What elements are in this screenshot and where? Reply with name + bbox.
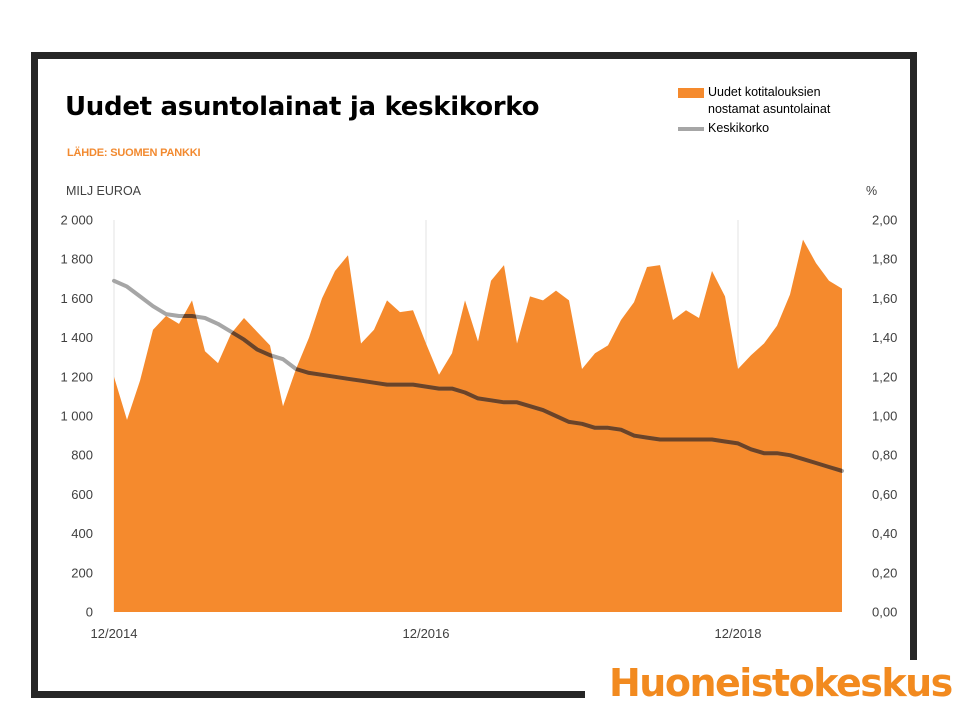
right-tick-label: 1,80 (872, 252, 897, 267)
right-tick-label: 0,80 (872, 448, 897, 463)
left-tick-label: 1 600 (60, 291, 93, 306)
chart-title: Uudet asuntolainat ja keskikorko (65, 92, 540, 122)
brand-logo: Huoneistokeskus (585, 660, 953, 720)
legend-label-rate: Keskikorko (708, 121, 770, 135)
x-tick-label: 12/2018 (715, 626, 762, 641)
left-tick-label: 0 (86, 605, 93, 620)
chart-legend: Uudet kotitalouksien nostamat asuntolain… (678, 84, 858, 137)
left-tick-label: 1 800 (60, 252, 93, 267)
source-label: LÄHDE: SUOMEN PANKKI (67, 147, 201, 159)
right-tick-label: 2,00 (872, 213, 897, 228)
right-tick-label: 0,40 (872, 526, 897, 541)
right-axis-unit: % (866, 184, 878, 198)
left-tick-label: 600 (71, 487, 93, 502)
right-tick-label: 1,00 (872, 409, 897, 424)
left-tick-label: 2 000 (60, 213, 93, 228)
line-layer (112, 278, 844, 473)
right-tick-label: 0,20 (872, 565, 897, 580)
loans-area (114, 239, 842, 612)
legend-item-loans: Uudet kotitalouksien nostamat asuntolain… (678, 84, 858, 118)
left-tick-label: 1 200 (60, 369, 93, 384)
right-tick-label: 1,40 (872, 330, 897, 345)
right-tick-label: 0,00 (872, 605, 897, 620)
legend-swatch-line (678, 127, 704, 131)
legend-item-rate: Keskikorko (678, 120, 858, 137)
right-tick-label: 0,60 (872, 487, 897, 502)
x-tick-label: 12/2016 (403, 626, 450, 641)
left-tick-label: 1 400 (60, 330, 93, 345)
tick-layer: 2 000 1 800 1 600 1 400 1 200 1 000 800 600 400 2… (60, 213, 897, 642)
right-tick-label: 1,60 (872, 291, 897, 306)
left-axis-unit: MILJ EUROA (66, 184, 142, 198)
left-tick-label: 800 (71, 448, 93, 463)
right-tick-label: 1,20 (872, 369, 897, 384)
left-tick-label: 1 000 (60, 409, 93, 424)
left-tick-label: 200 (71, 565, 93, 580)
legend-swatch-area (678, 88, 704, 98)
area-layer (114, 239, 842, 612)
legend-label-loans: Uudet kotitalouksien nostamat asuntolain… (708, 85, 831, 116)
x-tick-label: 12/2014 (91, 626, 138, 641)
rate-line-overlay (114, 278, 842, 473)
left-tick-label: 400 (71, 526, 93, 541)
logo-text: Huoneistokeskus (609, 661, 953, 705)
